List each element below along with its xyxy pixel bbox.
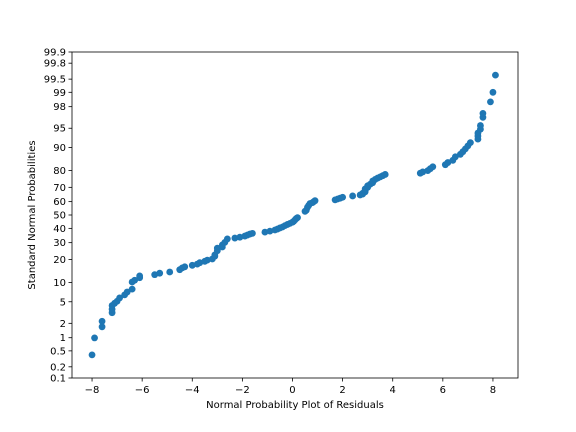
x-tick-label: −6 bbox=[135, 385, 150, 396]
y-tick-label: 50 bbox=[53, 211, 66, 222]
data-point bbox=[479, 109, 487, 117]
y-tick-label: 99.8 bbox=[44, 59, 66, 70]
data-point bbox=[156, 269, 164, 277]
y-tick-label: 98 bbox=[53, 102, 66, 113]
data-point bbox=[381, 171, 389, 178]
y-tick-label: 2 bbox=[60, 319, 66, 330]
data-point bbox=[88, 351, 96, 359]
y-tick-label: 1 bbox=[60, 333, 66, 344]
y-tick-label: 0.5 bbox=[50, 346, 66, 357]
data-point bbox=[294, 214, 301, 222]
data-point bbox=[91, 334, 98, 342]
data-point bbox=[231, 234, 239, 242]
data-point bbox=[339, 193, 347, 201]
y-axis-label: Standard Normal Probabilities bbox=[27, 140, 38, 289]
data-point bbox=[489, 88, 497, 96]
data-point bbox=[349, 192, 357, 200]
y-tick-label: 40 bbox=[53, 224, 66, 235]
y-tick-label: 20 bbox=[53, 255, 66, 266]
x-tick-label: −4 bbox=[185, 385, 200, 396]
y-tick-label: 99 bbox=[53, 88, 66, 99]
data-point bbox=[136, 272, 144, 280]
x-tick-label: 6 bbox=[440, 385, 446, 396]
data-point bbox=[98, 323, 106, 331]
y-tick-label: 90 bbox=[53, 143, 66, 154]
data-point bbox=[123, 288, 131, 296]
x-tick-label: 4 bbox=[390, 385, 396, 396]
y-tick-label: 0.1 bbox=[50, 374, 66, 385]
data-point bbox=[131, 276, 139, 284]
y-tick-label: 30 bbox=[53, 238, 66, 249]
data-point bbox=[181, 263, 189, 271]
x-tick-label: 0 bbox=[289, 385, 295, 396]
x-tick-label: 8 bbox=[490, 385, 496, 396]
y-tick-label: 95 bbox=[53, 124, 66, 135]
x-axis-label: Normal Probability Plot of Residuals bbox=[206, 400, 384, 411]
y-tick-label: 99.5 bbox=[44, 75, 66, 86]
data-point bbox=[466, 139, 474, 147]
data-point bbox=[128, 285, 136, 293]
x-axis-ticks: −8 −6 −4 −2 0 2 4 6 8 bbox=[85, 378, 496, 396]
data-point bbox=[451, 153, 459, 161]
x-tick-label: 2 bbox=[339, 385, 345, 396]
data-points bbox=[88, 71, 499, 359]
y-tick-label: 70 bbox=[53, 183, 66, 194]
data-point bbox=[249, 229, 256, 237]
data-point bbox=[166, 268, 174, 276]
data-point bbox=[223, 235, 231, 243]
y-tick-label: 60 bbox=[53, 197, 66, 208]
y-tick-label: 0.2 bbox=[50, 362, 66, 373]
y-tick-label: 80 bbox=[53, 166, 66, 177]
data-point bbox=[311, 197, 319, 205]
y-tick-label: 5 bbox=[60, 297, 66, 308]
data-point bbox=[477, 122, 484, 129]
y-axis-ticks: 0.10.2 0.5 1 2 5 10 20 30 40 50 60 70 80 90 95 98 99 99.5… bbox=[44, 48, 72, 385]
x-tick-label: −8 bbox=[85, 385, 100, 396]
x-tick-label: −2 bbox=[235, 385, 250, 396]
y-tick-label: 99.9 bbox=[44, 48, 66, 59]
data-point bbox=[116, 294, 124, 302]
y-tick-label: 10 bbox=[53, 278, 66, 289]
data-point bbox=[429, 163, 437, 171]
data-point bbox=[487, 98, 494, 106]
data-point bbox=[98, 317, 106, 325]
data-point bbox=[492, 71, 499, 79]
